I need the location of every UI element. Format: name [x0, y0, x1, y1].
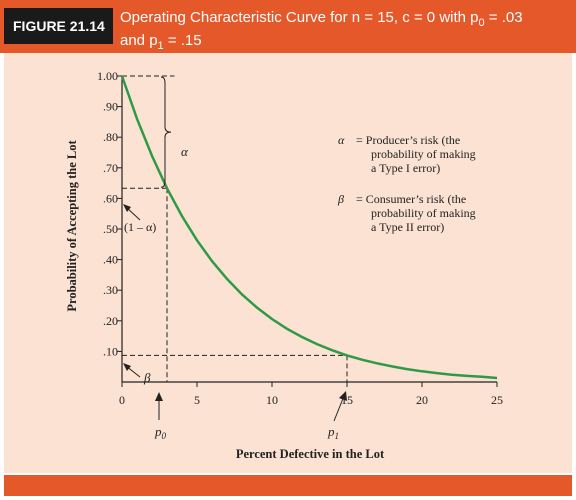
- title-sub0: 0: [478, 17, 485, 29]
- arrow-p0-point: [123, 204, 141, 221]
- arrow-beta-point: [123, 363, 141, 378]
- legend-beta-line-2: probability of making: [371, 206, 476, 220]
- p1-label: p1: [327, 424, 339, 441]
- oc-curve: [120, 75, 498, 380]
- x-tick-label: 0: [119, 393, 125, 407]
- legend-beta-symbol: β: [337, 192, 344, 206]
- legend: α = Producer’s risk (the probability of …: [337, 133, 476, 234]
- y-tick-label: .80: [103, 130, 118, 144]
- beta-label: β: [143, 370, 151, 385]
- alpha-brace-label: α: [181, 144, 189, 159]
- y-tick-label: .60: [103, 191, 118, 205]
- y-tick-label: .50: [103, 222, 118, 236]
- x-ticks: 0 5 10 15 20 25: [119, 382, 503, 407]
- y-tick-label: .10: [103, 344, 118, 358]
- title-part3: and p: [120, 32, 158, 49]
- figure-label: FIGURE 21.14: [4, 8, 113, 44]
- title-part2: = .03: [484, 9, 523, 26]
- x-axis-label: Percent Defective in the Lot: [236, 447, 385, 461]
- y-tick-label: 1.00: [97, 69, 118, 83]
- title-sub1: 1: [157, 40, 164, 52]
- y-ticks: .10 .20 .30 .40 .50 .60 .70 .80 .90 1.00: [97, 69, 122, 358]
- legend-alpha-line-2: probability of making: [371, 147, 476, 161]
- y-tick-label: .70: [103, 161, 118, 175]
- legend-alpha-symbol: α: [338, 133, 345, 147]
- title-part4: = .15: [163, 32, 202, 49]
- legend-alpha-line-1: = Producer’s risk (the: [356, 133, 460, 147]
- x-tick-label: 20: [416, 393, 428, 407]
- legend-alpha-line-3: a Type I error): [371, 161, 440, 175]
- title-part1: Operating Characteristic Curve for n = 1…: [120, 9, 479, 26]
- x-tick-label: 10: [266, 393, 278, 407]
- alpha-brace: [160, 76, 172, 188]
- legend-beta-line-3: a Type II error): [371, 220, 444, 234]
- arrow-p0: [155, 392, 163, 420]
- guide-lines: [122, 75, 348, 382]
- y-tick-label: .20: [103, 314, 118, 328]
- figure-header: FIGURE 21.14 Operating Characteristic Cu…: [0, 0, 576, 53]
- arrow-p1: [333, 391, 347, 422]
- p0-label: p0: [154, 424, 167, 441]
- one-minus-alpha-label: (1 – α): [124, 220, 156, 234]
- footer-bar: [4, 475, 572, 496]
- y-tick-label: .30: [103, 283, 118, 297]
- y-tick-label: .90: [103, 100, 118, 114]
- legend-beta-line-1: = Consumer’s risk (the: [356, 192, 466, 206]
- oc-chart: .10.20.30.40.50.60.70.80.901.00 0 5 10 15 20…: [65, 69, 503, 461]
- figure-title: Operating Characteristic Curve for n = 1…: [120, 9, 570, 55]
- y-tick-label: .40: [103, 253, 118, 267]
- x-tick-label: 25: [491, 393, 503, 407]
- figure-panel: [4, 53, 572, 473]
- x-tick-label: 5: [194, 393, 200, 407]
- y-axis-label: Probability of Accepting the Lot: [65, 140, 79, 312]
